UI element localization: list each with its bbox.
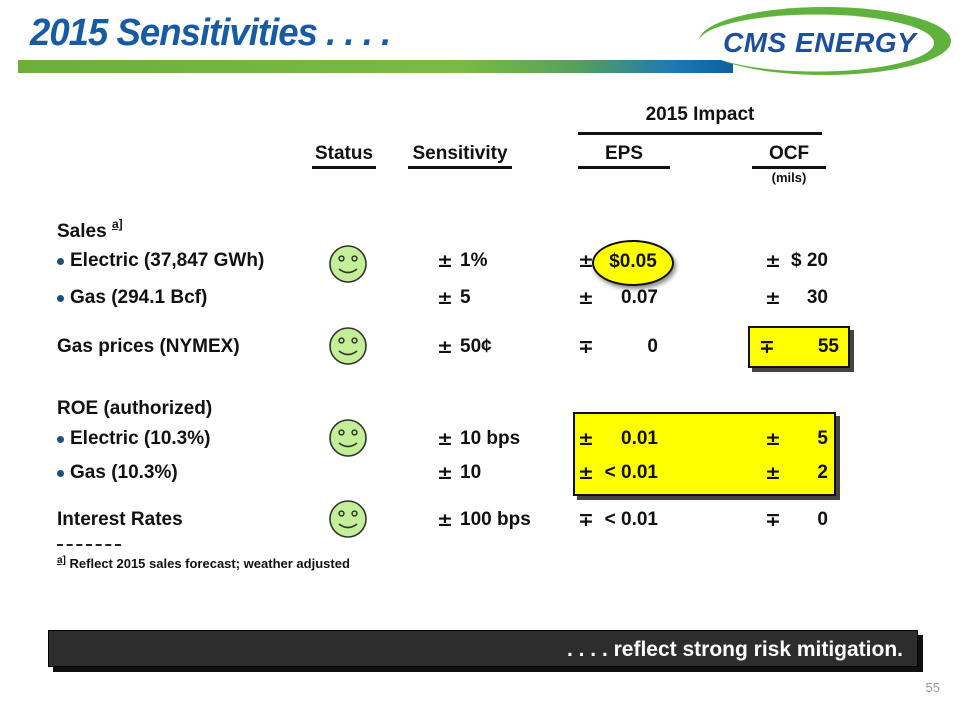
footnote-separator bbox=[57, 544, 121, 546]
eps-underline bbox=[578, 166, 670, 169]
sensitivity-value: 50¢ bbox=[460, 336, 492, 357]
plus-minus-sign: ± bbox=[437, 509, 453, 531]
ocf-unit-label: (mils) bbox=[771, 170, 807, 185]
column-header-ocf: OCF bbox=[768, 143, 810, 164]
plus-minus-sign: ± bbox=[578, 462, 594, 484]
page-number: 55 bbox=[925, 680, 940, 695]
sensitivity-underline bbox=[408, 166, 512, 169]
plus-minus-sign: ± bbox=[437, 428, 453, 450]
row-label: Gas prices (NYMEX) bbox=[57, 336, 240, 357]
cms-energy-logo: CMS ENERGY bbox=[698, 7, 951, 75]
smiley-icon bbox=[329, 500, 367, 538]
sensitivity-value: 5 bbox=[460, 287, 471, 308]
sensitivity-cell: ± 100 bps bbox=[437, 507, 567, 533]
row-label: Electric (37,847 GWh) bbox=[70, 250, 265, 271]
ocf-value: 30 bbox=[806, 287, 828, 308]
plus-minus-sign: ± bbox=[765, 462, 781, 484]
footnote: a] Reflect 2015 sales forecast; weather … bbox=[57, 551, 350, 574]
table-row-roe-electric: Electric (10.3%) ± 10 bps ± 0.01 ± 5 bbox=[0, 426, 960, 452]
ocf-value: 55 bbox=[817, 336, 839, 357]
table-row-roe: ROE (authorized) bbox=[0, 396, 960, 422]
sensitivity-value: 10 bps bbox=[460, 428, 521, 449]
plus-minus-sign: ± bbox=[765, 287, 781, 309]
ocf-value: $ 20 bbox=[791, 250, 828, 271]
table-row-electric-sales: Electric (37,847 GWh) ± 1% ± ± $ 20 bbox=[0, 248, 960, 274]
table-row-gas-sales: Gas (294.1 Bcf) ± 5 ± 0.07 ± 30 bbox=[0, 285, 960, 311]
ocf-value: 0 bbox=[817, 509, 828, 530]
plus-minus-sign: ± bbox=[765, 250, 781, 272]
row-label: Sales a] bbox=[57, 211, 123, 245]
plus-minus-sign: ± bbox=[765, 428, 781, 450]
column-header-eps: EPS bbox=[604, 143, 644, 164]
plus-minus-sign: ± bbox=[437, 336, 453, 358]
sensitivity-cell: ± 10 bps bbox=[437, 426, 567, 452]
sensitivity-value: 1% bbox=[460, 250, 488, 271]
table-row-gas-prices: Gas prices (NYMEX) ± 50¢ ∓ 0 bbox=[0, 334, 960, 360]
eps-value: < 0.01 bbox=[604, 462, 658, 483]
eps-electric-highlight-ellipse: $0.05 bbox=[592, 240, 674, 286]
footnote-marker: a] bbox=[111, 217, 123, 231]
title-underline-bar bbox=[18, 60, 733, 73]
ocf-underline bbox=[752, 166, 826, 169]
eps-value: < 0.01 bbox=[604, 509, 658, 530]
row-label-text: Sales bbox=[57, 221, 107, 242]
impact-header: 2015 Impact bbox=[645, 104, 755, 125]
row-label: Electric (10.3%) bbox=[70, 428, 211, 449]
footnote-marker: a] bbox=[57, 555, 66, 566]
plus-minus-sign: ± bbox=[578, 428, 594, 450]
eps-value: 0 bbox=[647, 336, 658, 357]
bullet-icon bbox=[57, 295, 64, 302]
plus-minus-sign: ± bbox=[437, 462, 453, 484]
ocf-value: 2 bbox=[817, 462, 828, 483]
minus-plus-sign: ∓ bbox=[578, 336, 594, 358]
smiley-icon bbox=[329, 419, 367, 457]
bullet-icon bbox=[57, 470, 64, 477]
footnote-text: Reflect 2015 sales forecast; weather adj… bbox=[69, 556, 350, 571]
minus-plus-sign: ∓ bbox=[578, 509, 594, 531]
eps-value: 0.01 bbox=[621, 428, 658, 449]
sensitivity-value: 10 bbox=[460, 462, 482, 483]
table-row-interest-rates: Interest Rates ± 100 bps ∓ < 0.01 ∓ 0 bbox=[0, 507, 960, 533]
status-underline bbox=[312, 166, 376, 169]
column-header-sensitivity: Sensitivity bbox=[412, 143, 508, 164]
conclusion-banner: . . . . reflect strong risk mitigation. bbox=[48, 630, 918, 667]
ocf-value: 5 bbox=[817, 428, 828, 449]
logo-text: CMS ENERGY bbox=[723, 27, 918, 58]
eps-value: 0.07 bbox=[621, 287, 658, 308]
smiley-icon bbox=[329, 245, 367, 283]
page-title: 2015 Sensitivities . . . . bbox=[30, 12, 391, 54]
sensitivity-cell: ± 10 bbox=[437, 460, 567, 486]
row-label: Interest Rates bbox=[57, 509, 183, 530]
sensitivity-cell: ± 5 bbox=[437, 285, 567, 311]
row-label: Gas (294.1 Bcf) bbox=[70, 287, 208, 308]
sensitivity-cell: ± 50¢ bbox=[437, 334, 567, 360]
plus-minus-sign: ± bbox=[437, 287, 453, 309]
plus-minus-sign: ± bbox=[578, 250, 594, 272]
ocf-sign: ∓ bbox=[759, 336, 775, 358]
table-row-roe-gas: Gas (10.3%) ± 10 ± < 0.01 ± 2 bbox=[0, 460, 960, 486]
column-header-status: Status bbox=[314, 143, 374, 164]
table-row-sales: Sales a] bbox=[0, 211, 960, 242]
row-label: Gas (10.3%) bbox=[70, 462, 178, 483]
sensitivity-value: 100 bps bbox=[460, 509, 531, 530]
impact-underline bbox=[578, 132, 822, 135]
bullet-icon bbox=[57, 436, 64, 443]
minus-plus-sign: ∓ bbox=[765, 509, 781, 531]
row-label: ROE (authorized) bbox=[57, 398, 213, 419]
roe-impact-highlight-box bbox=[573, 412, 836, 496]
plus-minus-sign: ± bbox=[578, 287, 594, 309]
smiley-icon bbox=[329, 327, 367, 365]
sensitivity-cell: ± 1% bbox=[437, 248, 567, 274]
bullet-icon bbox=[57, 258, 64, 265]
gas-prices-ocf-highlight-box: ∓ 55 bbox=[748, 326, 850, 368]
plus-minus-sign: ± bbox=[437, 250, 453, 272]
